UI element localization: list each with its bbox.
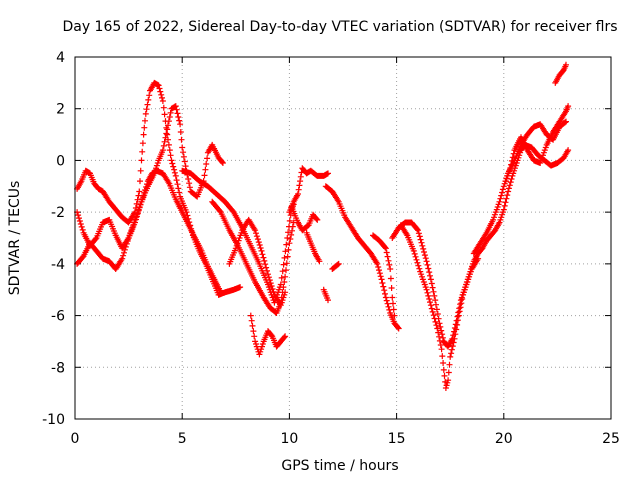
x-tick-label: 25: [602, 431, 620, 447]
x-tick-label: 0: [71, 431, 80, 447]
data-series: [74, 61, 572, 391]
x-tick-label: 15: [388, 431, 406, 447]
data-point-markers: [329, 260, 342, 272]
x-tick-label: 5: [178, 431, 187, 447]
y-tick-label: -10: [42, 412, 65, 428]
grid: [75, 57, 611, 419]
y-tick-label: -2: [51, 205, 65, 221]
data-point-markers: [397, 222, 482, 391]
data-point-markers: [303, 229, 323, 265]
series-arc: [288, 204, 321, 234]
axis-ticks: 0 5 10 15 20 25 -10 -8 -6 -4 -2 0 2 4: [42, 50, 620, 447]
data-point-markers: [502, 103, 572, 185]
series-arc: [74, 103, 226, 272]
data-point-markers: [286, 165, 331, 216]
chart-title: Day 165 of 2022, Sidereal Day-to-day VTE…: [62, 19, 617, 35]
data-point-markers: [370, 232, 398, 319]
data-point-markers: [320, 286, 331, 304]
series-arc: [209, 198, 297, 316]
series-arc: [322, 183, 402, 332]
series-arc: [502, 103, 572, 185]
data-point-markers: [288, 204, 321, 234]
x-tick-label: 20: [495, 431, 513, 447]
y-tick-label: 2: [56, 102, 65, 118]
data-point-markers: [226, 216, 289, 309]
data-point-markers: [74, 79, 244, 298]
data-point-markers: [74, 103, 226, 272]
series-arc: [397, 222, 482, 391]
data-point-markers: [209, 198, 297, 316]
series-arc: [286, 165, 331, 216]
x-tick-label: 10: [280, 431, 298, 447]
data-point-markers: [247, 312, 289, 358]
data-point-markers: [552, 61, 569, 86]
y-axis-label: SDTVAR / TECUs: [7, 181, 23, 296]
data-point-markers: [322, 183, 402, 332]
series-arc: [303, 229, 323, 265]
y-tick-label: 0: [56, 153, 65, 169]
y-tick-label: 4: [56, 50, 65, 66]
series-arc: [552, 61, 569, 86]
series-arc: [74, 79, 244, 298]
y-tick-label: -8: [51, 360, 65, 376]
series-arc: [329, 260, 342, 272]
plot-frame: [74, 56, 612, 420]
x-axis-label: GPS time / hours: [281, 458, 398, 474]
y-tick-label: -4: [51, 257, 65, 273]
series-arc: [370, 232, 398, 319]
series-arc: [320, 286, 331, 304]
y-tick-label: -6: [51, 309, 65, 325]
series-arc: [226, 216, 289, 309]
series-arc: [247, 312, 289, 358]
